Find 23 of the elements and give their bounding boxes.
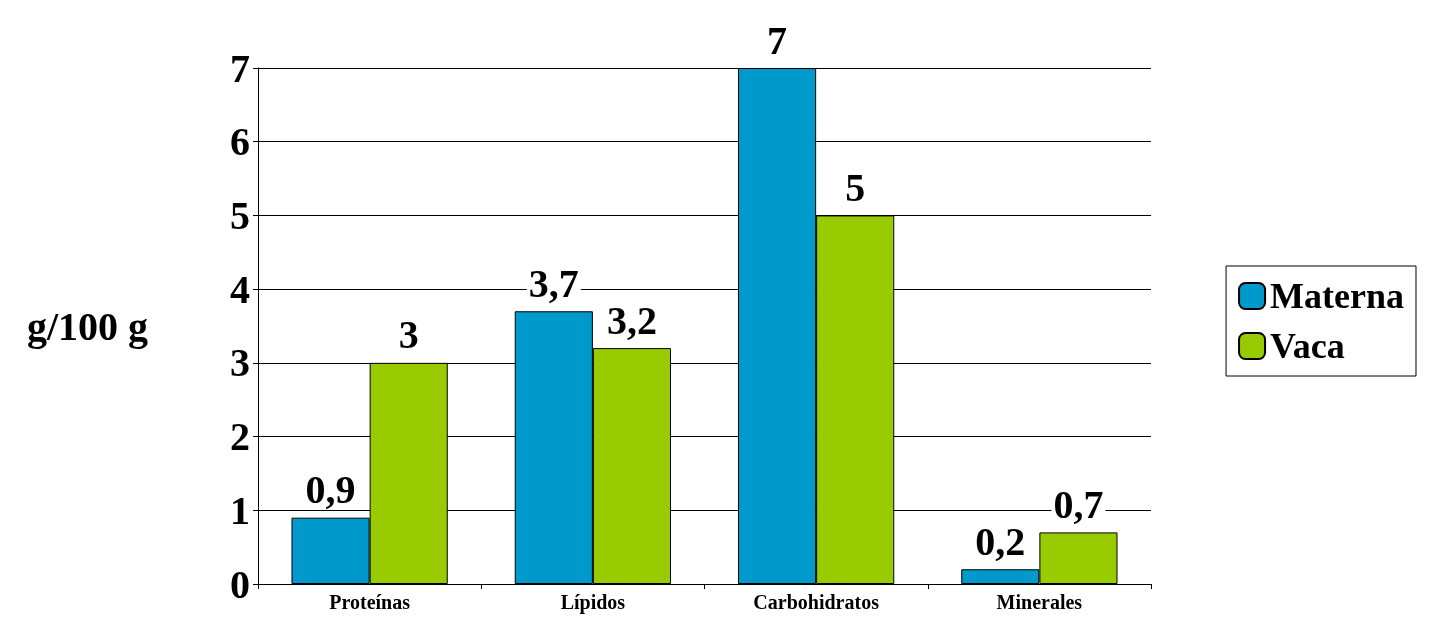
legend-label: Materna [1270,276,1405,316]
data-label: 3,2 [606,297,657,343]
x-tick-label: Minerales [996,591,1083,613]
x-tick-label: Lípidos [560,591,626,614]
y-tick-label: 7 [230,45,250,91]
y-tick-label: 0 [230,561,250,607]
data-label: 7 [767,17,788,63]
data-label: 3 [398,312,419,358]
x-tick-label: Proteínas [329,591,411,613]
data-label: 0,2 [975,518,1026,564]
x-tick-label: Carbohidratos [753,591,880,613]
data-label: 0,7 [1053,481,1104,527]
y-tick-label: 5 [230,192,250,238]
data-label: 0,9 [305,467,356,513]
y-axis-title: g/100 g [26,303,148,349]
y-tick-label: 3 [230,340,250,386]
y-tick-label: 6 [230,119,250,165]
legend-label: Vaca [1270,326,1345,366]
data-label: 3,7 [528,260,579,306]
y-tick-label: 2 [230,414,250,460]
y-tick-label: 4 [230,266,250,312]
data-label: 5 [845,164,866,210]
y-tick-label: 1 [230,487,250,533]
